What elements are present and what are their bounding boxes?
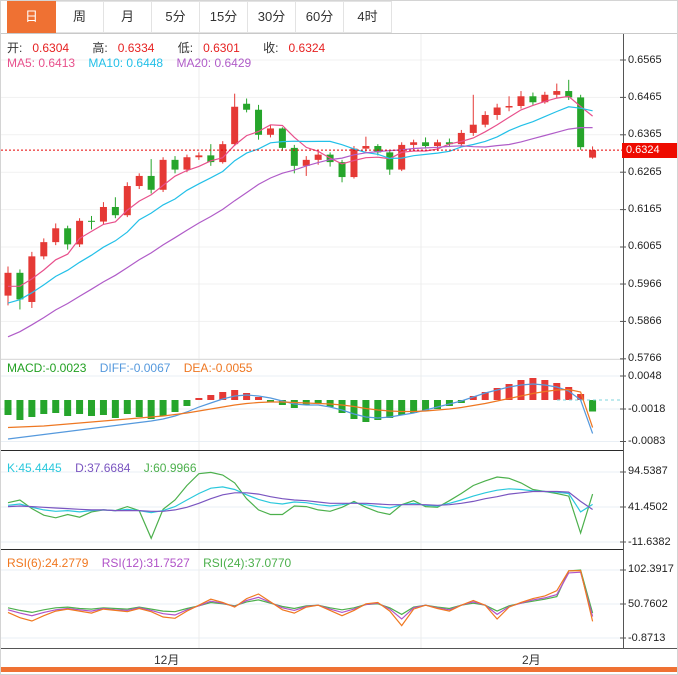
dea-value: DEA:-0.0055	[183, 361, 253, 375]
macd-histogram	[4, 378, 597, 422]
d-line	[7, 490, 593, 512]
diff-value: DIFF:-0.0067	[99, 361, 171, 375]
x-axis-label-1: 2月	[522, 653, 541, 667]
rsi-y-tick: 102.3917	[628, 563, 674, 575]
tab-month[interactable]: 月	[104, 1, 152, 33]
j-line	[7, 471, 594, 540]
high-pair: 高: 0.6334	[92, 41, 155, 55]
tab-day[interactable]: 日	[7, 1, 56, 33]
ma20-value: MA20: 0.6429	[176, 56, 252, 70]
ma-header: MA5: 0.6413 MA10: 0.6448 MA20: 0.6429	[7, 56, 261, 70]
tab-week[interactable]: 周	[56, 1, 104, 33]
timeline-scrollbar[interactable]	[1, 667, 677, 672]
diff-line	[7, 383, 594, 440]
rsi12-value: RSI(12):31.7527	[101, 556, 190, 570]
tab-60min[interactable]: 60分	[296, 1, 344, 33]
main-y-tick: 0.6265	[628, 166, 662, 178]
k-value: K:45.4445	[7, 461, 62, 475]
macd-y-tick: -0.0018	[628, 403, 666, 415]
kdj-header: K:45.4445 D:37.6684 J:60.9966	[7, 461, 207, 475]
ma10-line	[7, 106, 593, 304]
main-y-tick: 0.5766	[628, 352, 662, 364]
close-pair: 收: 0.6324	[263, 41, 326, 55]
kdj-y-tick: 94.5387	[628, 465, 668, 477]
main-y-tick: 0.5966	[628, 278, 662, 290]
ohlc-header: 开: 0.6304 高: 0.6334 低: 0.6301 收: 0.6324	[7, 39, 345, 56]
ma10-value: MA10: 0.6448	[88, 56, 164, 70]
kdj-y-tick: -11.6382	[628, 536, 671, 548]
period-toolbar: 日周月 5分 15分 30分 60分 4时	[1, 1, 677, 34]
macd-y-tick: -0.0083	[628, 435, 666, 447]
main-y-tick: 0.5866	[628, 315, 662, 327]
rsi24-value: RSI(24):37.0770	[203, 556, 292, 570]
tab-30min[interactable]: 30分	[248, 1, 296, 33]
x-axis-label-0: 12月	[154, 653, 180, 667]
j-value: J:60.9966	[143, 461, 197, 475]
macd-y-tick: 0.0048	[628, 370, 662, 382]
rsi-y-tick: 50.7602	[628, 598, 668, 610]
main-y-tick: 0.6165	[628, 203, 662, 215]
ma5-line	[7, 95, 593, 287]
macd-header: MACD:-0.0023 DIFF:-0.0067 DEA:-0.0055	[7, 361, 262, 375]
main-y-tick: 0.6465	[628, 91, 662, 103]
dea-line	[7, 388, 594, 429]
d-value: D:37.6684	[75, 461, 131, 475]
panel-borders	[1, 34, 677, 649]
main-y-tick: 0.6565	[628, 54, 662, 66]
tab-5min[interactable]: 5分	[152, 1, 200, 33]
low-pair: 低: 0.6301	[177, 41, 240, 55]
ma20-line	[7, 126, 593, 338]
rsi-header: RSI(6):24.2779 RSI(12):31.7527 RSI(24):3…	[7, 556, 301, 570]
rsi6-line	[7, 569, 594, 627]
tab-15min[interactable]: 15分	[200, 1, 248, 33]
main-y-tick: 0.6065	[628, 240, 662, 252]
kdj-y-tick: 41.4502	[628, 501, 668, 513]
tab-4hour[interactable]: 4时	[344, 1, 392, 33]
rsi24-line	[7, 569, 594, 616]
rsi6-value: RSI(6):24.2779	[7, 556, 89, 570]
current-price-badge: 0.6324	[622, 143, 677, 158]
candles-series	[4, 79, 597, 310]
open-pair: 开: 0.6304	[7, 41, 70, 55]
main-y-tick: 0.6365	[628, 128, 662, 140]
macd-value: MACD:-0.0023	[7, 361, 87, 375]
rsi-y-tick: -0.8713	[628, 632, 666, 644]
ma5-value: MA5: 0.6413	[7, 56, 76, 70]
